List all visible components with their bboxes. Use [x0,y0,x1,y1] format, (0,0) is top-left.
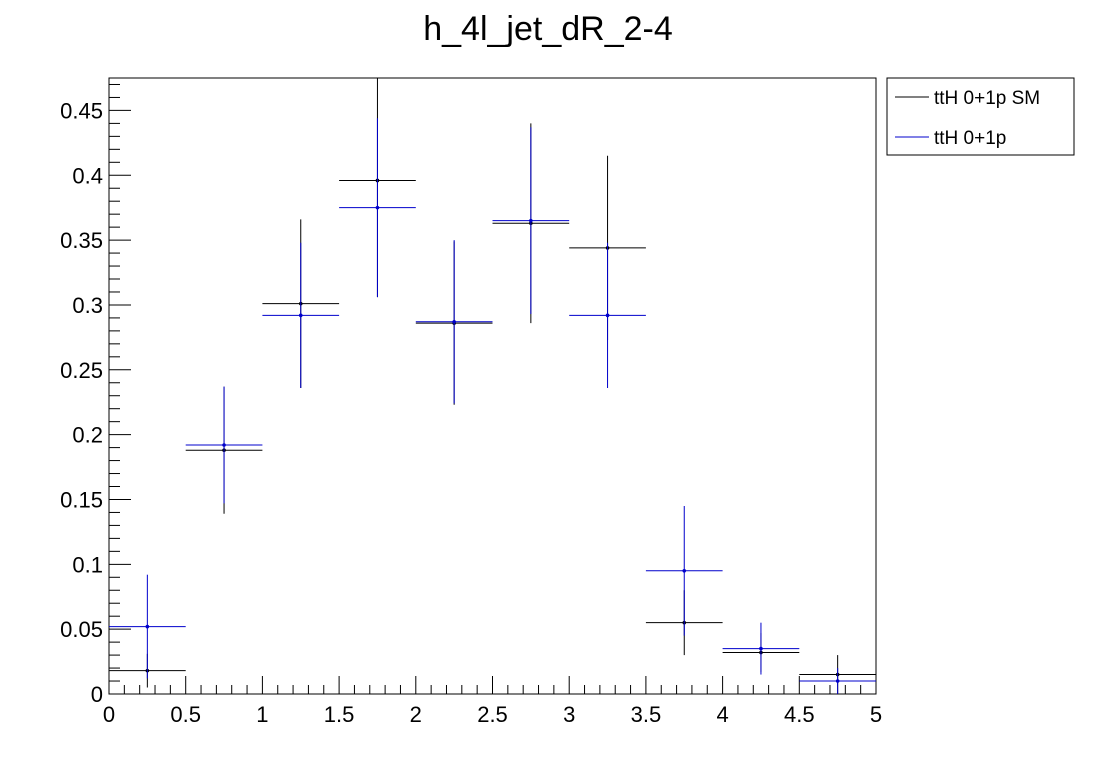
x-tick-label: 3.5 [631,702,662,727]
legend-label: ttH 0+1p [934,128,1006,149]
y-tick-label: 0.3 [72,293,103,318]
data-point [222,443,226,447]
series-layer [109,78,876,694]
chart-title: h_4l_jet_dR_2-4 [423,10,673,48]
data-point [759,646,763,651]
legend-label: ttH 0+1p SM [934,88,1040,109]
x-tick-label: 3 [563,702,575,727]
y-tick-label: 0.2 [72,423,103,448]
y-tick-label: 0.25 [60,358,103,383]
data-point [375,205,380,210]
y-tick-label: 0 [91,682,103,707]
data-point [298,313,303,318]
x-tick-label: 2 [410,702,422,727]
data-point [682,569,687,573]
data-point [605,313,610,318]
x-tick-label: 4.5 [784,702,815,727]
y-tick-label: 0.45 [60,98,103,123]
y-tick-label: 0.4 [72,163,103,188]
plot-frame [108,77,877,695]
data-point [835,679,840,683]
data-point [452,320,456,324]
series-2 [109,118,876,694]
x-tick-label: 0.5 [170,702,201,727]
y-axis: 0 0.05 0.1 0.15 0.2 0.25 0.3 0.35 0.4 0.45 [60,83,131,707]
legend-box [886,77,1075,156]
y-tick-label: 0.15 [60,487,103,512]
x-tick-label: 5 [870,702,882,727]
data-point [529,218,533,223]
x-tick-label: 2.5 [477,702,508,727]
x-tick-label: 0 [103,702,115,727]
legend: ttH 0+1p SM ttH 0+1p [886,77,1075,156]
y-tick-label: 0.1 [72,552,103,577]
x-tick-label: 1.5 [324,702,355,727]
x-axis: 0 0.5 1 1.5 2 2.5 3 3.5 4 4.5 5 [103,676,882,727]
y-tick-label: 0.05 [60,617,103,642]
series-1 [109,78,876,694]
x-tick-label: 1 [256,702,268,727]
x-tick-label: 4 [716,702,728,727]
data-point [145,624,150,629]
y-tick-label: 0.35 [60,228,103,253]
